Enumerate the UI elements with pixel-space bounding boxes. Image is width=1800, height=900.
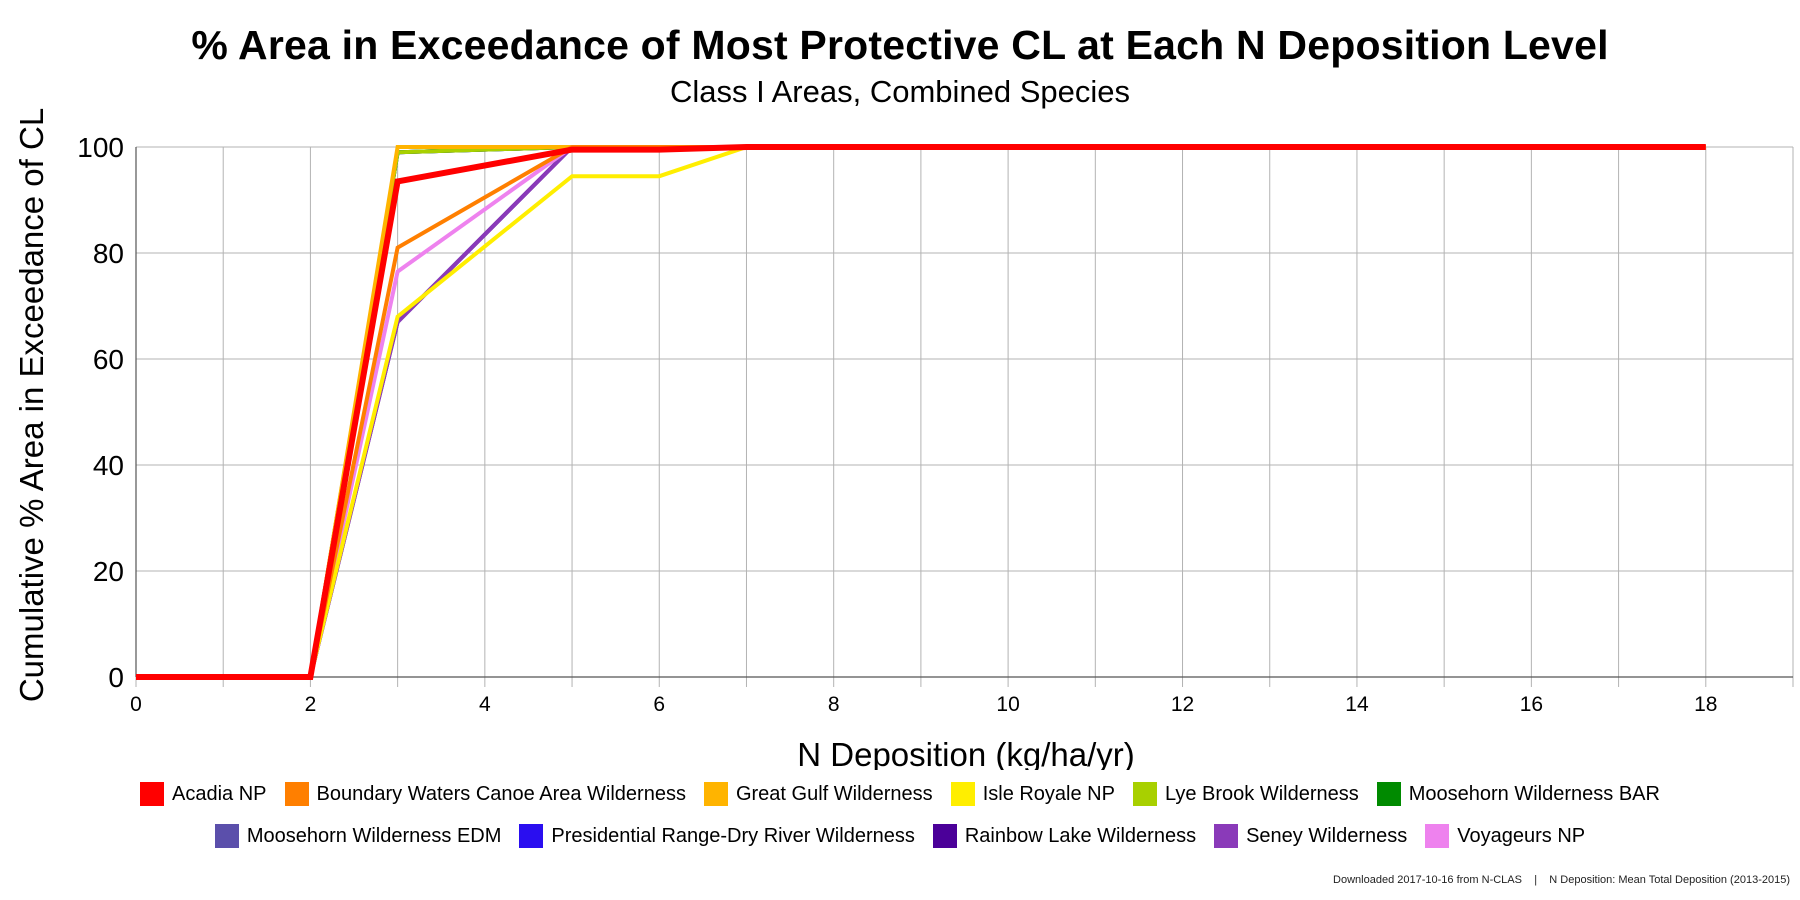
- legend-row: Moosehorn Wilderness EDM Presidential Ran…: [0, 822, 1800, 850]
- legend-item[interactable]: Moosehorn Wilderness EDM: [214, 824, 502, 848]
- y-tick-label: 80: [93, 238, 124, 269]
- y-tick-label: 60: [93, 344, 124, 375]
- legend-label: Lye Brook Wilderness: [1164, 782, 1359, 805]
- series-line: [136, 144, 1706, 680]
- legend-label: Voyageurs NP: [1457, 824, 1586, 847]
- legend-label: Boundary Waters Canoe Area Wilderness: [316, 782, 686, 805]
- legend-swatch: [140, 782, 165, 806]
- x-tick-label: 8: [828, 693, 840, 716]
- x-tick-label: 0: [130, 693, 142, 716]
- legend-swatch: [932, 824, 957, 848]
- y-tick-label: 100: [77, 132, 124, 163]
- legend-label: Presidential Range-Dry River Wilderness: [551, 824, 915, 847]
- legend-row: Acadia NP Boundary Waters Canoe Area Wild…: [0, 780, 1800, 808]
- grid-lines: [135, 146, 1794, 687]
- legend-swatch: [1425, 824, 1450, 848]
- legend-label: Moosehorn Wilderness BAR: [1408, 782, 1660, 805]
- legend-label: Great Gulf Wilderness: [735, 782, 933, 805]
- legend-item[interactable]: Seney Wilderness: [1214, 824, 1407, 848]
- legend-swatch: [519, 824, 544, 848]
- series-lines: [136, 144, 1706, 680]
- legend-item[interactable]: Great Gulf Wilderness: [703, 782, 933, 806]
- legend-item[interactable]: Acadia NP: [140, 782, 267, 806]
- legend-swatch: [1376, 782, 1401, 806]
- x-tick-label: 14: [1345, 693, 1369, 716]
- legend-swatch: [1132, 782, 1157, 806]
- x-tick-label: 4: [479, 693, 491, 716]
- y-axis-label: Cumulative % Area in Exceedance of CL: [13, 108, 50, 702]
- legend-item[interactable]: Boundary Waters Canoe Area Wilderness: [284, 782, 686, 806]
- chart-subtitle: Class I Areas, Combined Species: [669, 74, 1131, 109]
- legend-swatch: [950, 782, 975, 806]
- legend-item[interactable]: Presidential Range-Dry River Wilderness: [519, 824, 915, 848]
- chart-title: % Area in Exceedance of Most Protective …: [191, 22, 1609, 68]
- legend-label: Isle Royale NP: [982, 782, 1115, 805]
- y-tick-label: 20: [93, 556, 124, 587]
- y-tick-label: 0: [108, 662, 124, 693]
- axis-ticks: 0 2 4 6 8 10 12 14 16 18 0 20 40 60 80 100: [77, 132, 1717, 716]
- legend-item[interactable]: Isle Royale NP: [950, 782, 1115, 806]
- footer-note: Downloaded 2017-10-16 from N-CLAS | N De…: [1333, 874, 1790, 886]
- legend-swatch: [284, 782, 309, 806]
- x-tick-label: 6: [653, 693, 665, 716]
- x-tick-label: 10: [996, 693, 1019, 716]
- legend-label: Moosehorn Wilderness EDM: [246, 824, 502, 847]
- legend-label: Seney Wilderness: [1246, 824, 1408, 847]
- legend-label: Rainbow Lake Wilderness: [964, 824, 1197, 847]
- legend-item[interactable]: Voyageurs NP: [1425, 824, 1585, 848]
- y-tick-label: 40: [93, 450, 124, 481]
- line-chart: 0 2 4 6 8 10 12 14 16 18 0 20 40 60 80 100 N Deposition…: [13, 108, 1794, 770]
- legend-swatch: [214, 824, 239, 848]
- legend-swatch: [703, 782, 728, 806]
- x-tick-label: 18: [1694, 693, 1717, 716]
- legend-item[interactable]: Moosehorn Wilderness BAR: [1376, 782, 1660, 806]
- legend-label: Acadia NP: [172, 782, 267, 805]
- x-axis-label: N Deposition (kg/ha/yr): [797, 736, 1134, 770]
- legend-swatch: [1214, 824, 1239, 848]
- x-tick-label: 2: [305, 693, 317, 716]
- x-tick-label: 16: [1520, 693, 1543, 716]
- legend-item[interactable]: Lye Brook Wilderness: [1132, 782, 1359, 806]
- legend: Acadia NP Boundary Waters Canoe Area Wild…: [0, 780, 1800, 864]
- legend-item[interactable]: Rainbow Lake Wilderness: [932, 824, 1197, 848]
- x-tick-label: 12: [1171, 693, 1194, 716]
